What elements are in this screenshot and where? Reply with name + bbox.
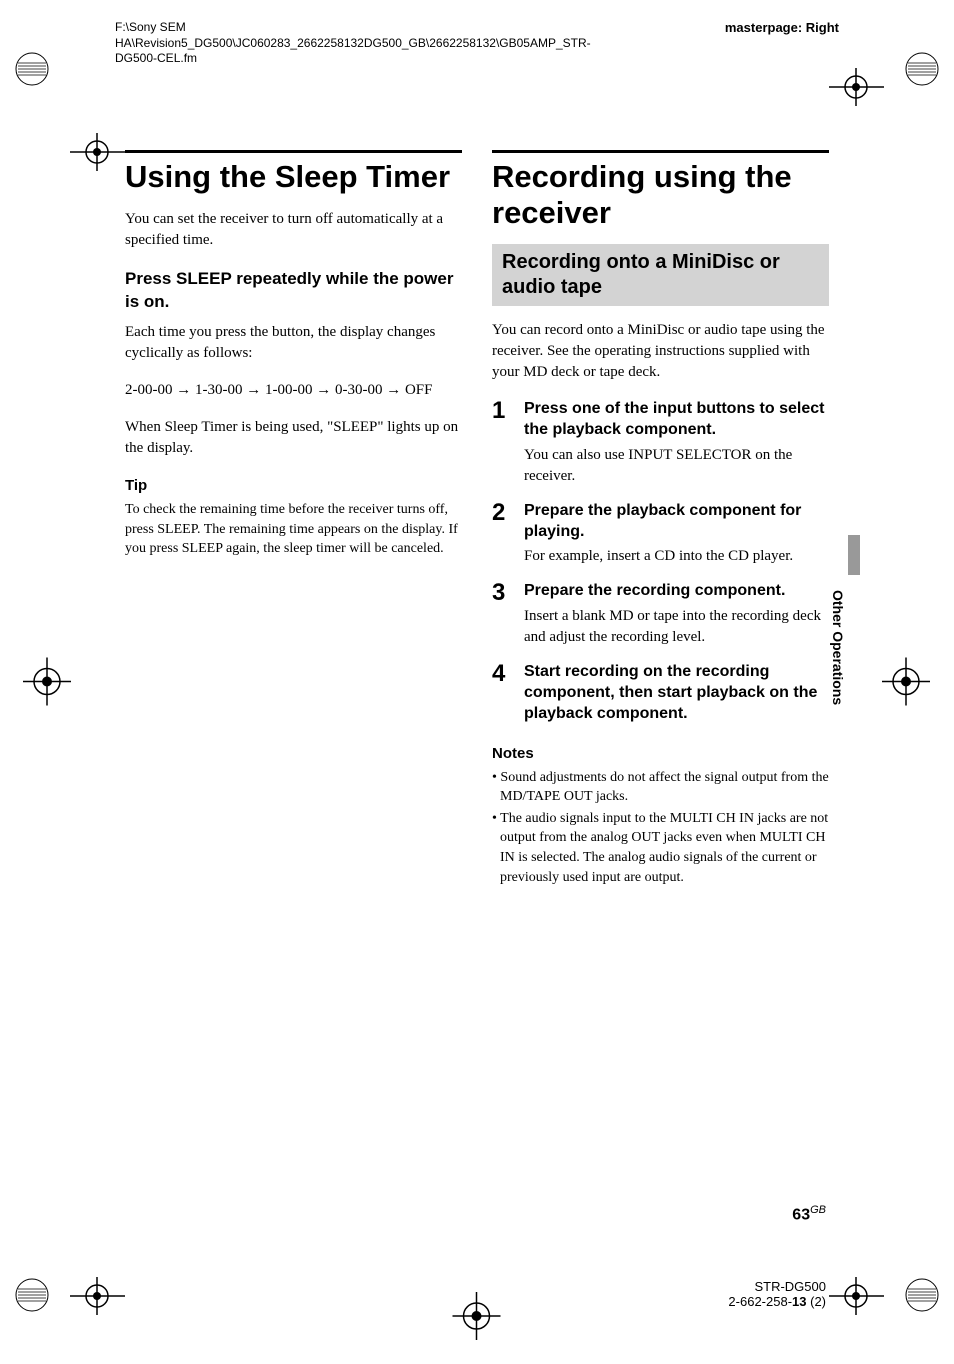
heading-rule [125, 150, 462, 153]
fold-mark [70, 1269, 125, 1324]
header-masterpage: masterpage: Right [725, 20, 839, 35]
notes-list: Sound adjustments do not affect the sign… [492, 768, 829, 888]
left-desc: Each time you press the button, the disp… [125, 322, 462, 364]
step-number: 3 [492, 581, 510, 648]
crop-mark-top-right [898, 45, 946, 93]
step-desc: You can also use INPUT SELECTOR on the r… [524, 445, 829, 487]
step-number: 1 [492, 399, 510, 487]
right-column: Recording using the receiver Recording o… [492, 150, 829, 889]
tip-label: Tip [125, 475, 462, 496]
fold-mark [829, 60, 884, 115]
footer-rev: 2-662-258-13 (2) [728, 1294, 826, 1309]
header-file-path: F:\Sony SEM HA\Revision5_DG500\JC060283_… [115, 20, 515, 67]
step-title: Press one of the input buttons to select… [524, 399, 829, 441]
footer-model: STR-DG500 [728, 1279, 826, 1294]
crop-mark-bottom-left [8, 1271, 56, 1319]
step-item: 4Start recording on the recording compon… [492, 662, 829, 728]
step-item: 1 Press one of the input buttons to selec… [492, 399, 829, 487]
step-desc: Insert a blank MD or tape into the recor… [524, 606, 829, 648]
left-sequence: 2-00-00 → 1-30-00 → 1-00-00 → 0-30-00 → … [125, 380, 462, 401]
step-desc: For example, insert a CD into the CD pla… [524, 546, 829, 567]
left-after: When Sleep Timer is being used, "SLEEP" … [125, 417, 462, 459]
step-number: 4 [492, 662, 510, 728]
heading-rule [492, 150, 829, 153]
fold-mark [829, 1269, 884, 1324]
fold-mark [70, 125, 125, 180]
page-num: 63 [792, 1206, 810, 1223]
note-item: Sound adjustments do not affect the sign… [492, 768, 829, 807]
main-content: Using the Sleep Timer You can set the re… [125, 150, 829, 889]
side-tab-label: Other Operations [830, 590, 846, 705]
right-title: Recording using the receiver [492, 159, 829, 230]
shaded-heading: Recording onto a MiniDisc or audio tape [492, 244, 829, 306]
footer-model-info: STR-DG500 2-662-258-13 (2) [728, 1279, 826, 1309]
registration-mark-right [879, 655, 934, 710]
step-item: 2 Prepare the playback component for play… [492, 501, 829, 568]
right-intro: You can record onto a MiniDisc or audio … [492, 320, 829, 383]
registration-mark-bottom [450, 1289, 505, 1344]
step-body: Prepare the playback component for playi… [524, 501, 829, 568]
step-item: 3 Prepare the recording component. Insert … [492, 581, 829, 648]
step-number: 2 [492, 501, 510, 568]
crop-mark-bottom-right [898, 1271, 946, 1319]
left-column: Using the Sleep Timer You can set the re… [125, 150, 462, 889]
note-item: The audio signals input to the MULTI CH … [492, 809, 829, 887]
step-title: Prepare the recording component. [524, 581, 829, 602]
side-tab-bar [848, 535, 860, 575]
left-intro: You can set the receiver to turn off aut… [125, 209, 462, 251]
step-body: Prepare the recording component. Insert a… [524, 581, 829, 648]
step-body: Press one of the input buttons to select… [524, 399, 829, 487]
registration-mark-left [20, 655, 75, 710]
step-body: Start recording on the recording compone… [524, 662, 829, 728]
crop-mark-top-left [8, 45, 56, 93]
page-number: 63GB [792, 1204, 826, 1224]
step-title: Prepare the playback component for playi… [524, 501, 829, 543]
left-title: Using the Sleep Timer [125, 159, 462, 195]
steps-list: 1 Press one of the input buttons to selec… [492, 399, 829, 728]
left-sub-heading: Press SLEEP repeatedly while the power i… [125, 267, 462, 315]
notes-label: Notes [492, 743, 829, 764]
step-title: Start recording on the recording compone… [524, 662, 829, 724]
page-gb: GB [810, 1204, 826, 1216]
tip-text: To check the remaining time before the r… [125, 500, 462, 559]
